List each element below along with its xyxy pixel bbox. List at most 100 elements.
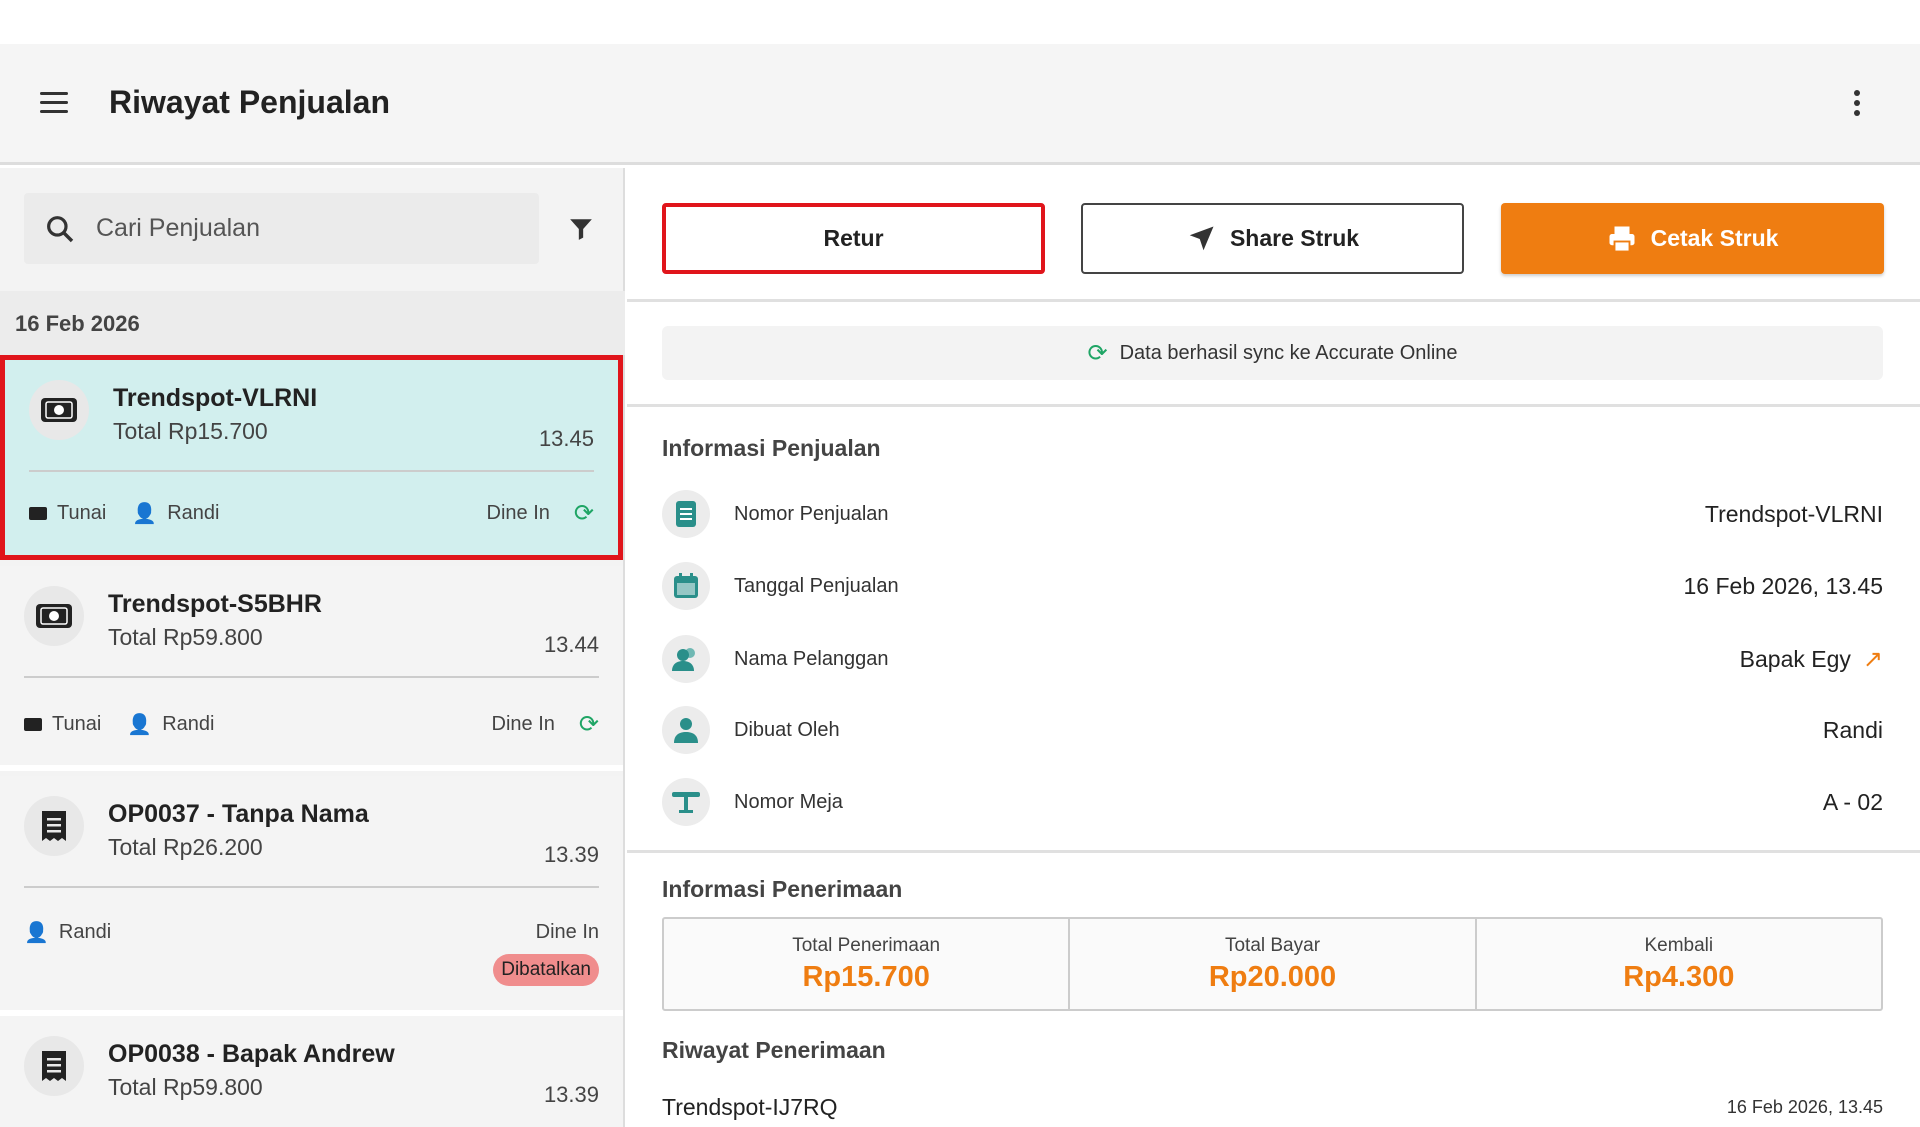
info-row-customer: Nama Pelanggan Bapak Egy ↗ (662, 634, 1883, 684)
sale-time: 13.45 (538, 426, 594, 451)
retur-button[interactable]: Retur (662, 203, 1045, 274)
sale-total: Total Rp26.200 (108, 834, 263, 860)
sale-total: Total Rp15.700 (113, 418, 268, 444)
status-badge: Dibatalkan (493, 954, 599, 986)
section-title-sales-info: Informasi Penjualan (662, 435, 881, 461)
cash-icon (29, 380, 89, 440)
info-label: Nomor Meja (734, 790, 843, 813)
divider (627, 404, 1920, 407)
info-label: Dibuat Oleh (734, 718, 840, 741)
cell-value: Rp4.300 (1623, 961, 1735, 993)
sale-time: 13.44 (543, 632, 599, 657)
payment-summary: Total Penerimaan Rp15.700 Total Bayar Rp20… (662, 917, 1883, 1011)
cell-value: Rp15.700 (802, 961, 930, 993)
sale-time: 13.39 (543, 842, 599, 867)
sync-icon: ⟳ (1087, 339, 1108, 367)
user-icon: 👤 (127, 714, 153, 736)
info-value: Trendspot-VLRNI (1704, 500, 1883, 527)
info-label: Nama Pelanggan (734, 647, 889, 670)
payment-method: Tunai (57, 502, 107, 524)
table-icon (662, 778, 710, 826)
info-row-sale-date: Tanggal Penjualan 16 Feb 2026, 13.45 (662, 561, 1883, 611)
filter-icon[interactable] (568, 216, 594, 242)
date-group-header: 16 Feb 2026 (0, 291, 625, 355)
user-icon: 👤 (24, 922, 49, 944)
customer-link[interactable]: Bapak Egy ↗ (1740, 645, 1883, 674)
sales-list-panel: 16 Feb 2026 Trendspot-VLRNI Total Rp15.7… (0, 168, 625, 1127)
sale-name: Trendspot-S5BHR (108, 590, 322, 618)
search-input[interactable] (96, 214, 496, 243)
sale-item[interactable]: Trendspot-VLRNI Total Rp15.700 13.45 Tun… (0, 355, 623, 560)
order-type: Dine In (486, 502, 550, 524)
order-type: Dine In (535, 921, 599, 943)
sale-item[interactable]: OP0038 - Bapak Andrew Total Rp59.800 13.… (0, 1016, 623, 1127)
send-icon (1189, 226, 1214, 250)
cash-icon (24, 718, 42, 731)
cell-value: Rp20.000 (1208, 961, 1337, 993)
print-receipt-button[interactable]: Cetak Struk (1501, 203, 1884, 274)
sale-item[interactable]: OP0037 - Tanpa Nama Total Rp26.200 13.39… (0, 776, 623, 1016)
created-by: Randi (167, 502, 220, 524)
created-by: Randi (58, 921, 112, 943)
calendar-icon (662, 562, 710, 610)
more-options-icon[interactable] (1852, 90, 1862, 118)
sync-icon: ⟳ (578, 711, 599, 738)
section-title-payment-info: Informasi Penerimaan (662, 876, 903, 902)
order-type: Dine In (491, 713, 555, 735)
printer-icon (1609, 226, 1635, 252)
info-row-created-by: Dibuat Oleh Randi (662, 705, 1883, 755)
sale-total: Total Rp59.800 (108, 624, 263, 650)
cash-icon (29, 507, 47, 520)
search-box[interactable] (24, 193, 539, 264)
retur-label: Retur (823, 225, 884, 251)
sale-time: 13.39 (543, 1082, 599, 1107)
history-item-name[interactable]: Trendspot-IJ7RQ (662, 1094, 838, 1120)
user-icon: 👤 (132, 503, 158, 525)
cell-label: Total Penerimaan (792, 935, 941, 956)
sale-name: OP0038 - Bapak Andrew (108, 1040, 395, 1068)
print-label: Cetak Struk (1650, 225, 1779, 251)
total-received-cell: Total Penerimaan Rp15.700 (664, 919, 1071, 1009)
order-note-icon (24, 1036, 84, 1096)
cash-icon (24, 586, 84, 646)
hamburger-menu-icon[interactable] (40, 92, 68, 114)
info-row-table-number: Nomor Meja A - 02 (662, 777, 1883, 827)
app-header: Riwayat Penjualan (0, 44, 1920, 165)
users-icon (662, 635, 710, 683)
cell-label: Total Bayar (1224, 935, 1321, 956)
divider (24, 676, 599, 678)
sale-name: OP0037 - Tanpa Nama (108, 800, 369, 828)
external-link-icon[interactable]: ↗ (1862, 645, 1883, 673)
receipt-icon (662, 490, 710, 538)
divider (24, 886, 599, 888)
sync-icon: ⟳ (573, 500, 594, 527)
section-title-payment-history: Riwayat Penerimaan (662, 1037, 886, 1063)
divider (29, 470, 594, 472)
info-value: 16 Feb 2026, 13.45 (1683, 572, 1884, 599)
sync-status-banner: ⟳ Data berhasil sync ke Accurate Online (662, 326, 1883, 380)
sync-message: Data berhasil sync ke Accurate Online (1119, 341, 1458, 364)
share-receipt-button[interactable]: Share Struk (1081, 203, 1464, 274)
info-label: Tanggal Penjualan (734, 574, 899, 597)
total-paid-cell: Total Bayar Rp20.000 (1070, 919, 1477, 1009)
info-row-sale-number: Nomor Penjualan Trendspot-VLRNI (662, 489, 1883, 539)
status-bar (0, 0, 1920, 44)
history-item-date: 16 Feb 2026, 13.45 (1726, 1097, 1883, 1117)
change-cell: Kembali Rp4.300 (1477, 919, 1881, 1009)
search-icon (47, 215, 74, 242)
payment-method: Tunai (52, 713, 102, 735)
info-value: Bapak Egy (1739, 645, 1851, 672)
sale-item[interactable]: Trendspot-S5BHR Total Rp59.800 13.44 Tun… (0, 566, 623, 771)
user-icon (662, 706, 710, 754)
sale-total: Total Rp59.800 (108, 1074, 263, 1100)
divider (627, 299, 1920, 302)
divider (627, 850, 1920, 853)
created-by: Randi (162, 713, 215, 735)
info-label: Nomor Penjualan (734, 502, 889, 525)
sale-name: Trendspot-VLRNI (113, 384, 318, 412)
share-label: Share Struk (1229, 225, 1360, 251)
info-value: Randi (1822, 716, 1883, 743)
cell-label: Kembali (1644, 935, 1714, 956)
order-note-icon (24, 796, 84, 856)
page-title: Riwayat Penjualan (109, 84, 390, 120)
